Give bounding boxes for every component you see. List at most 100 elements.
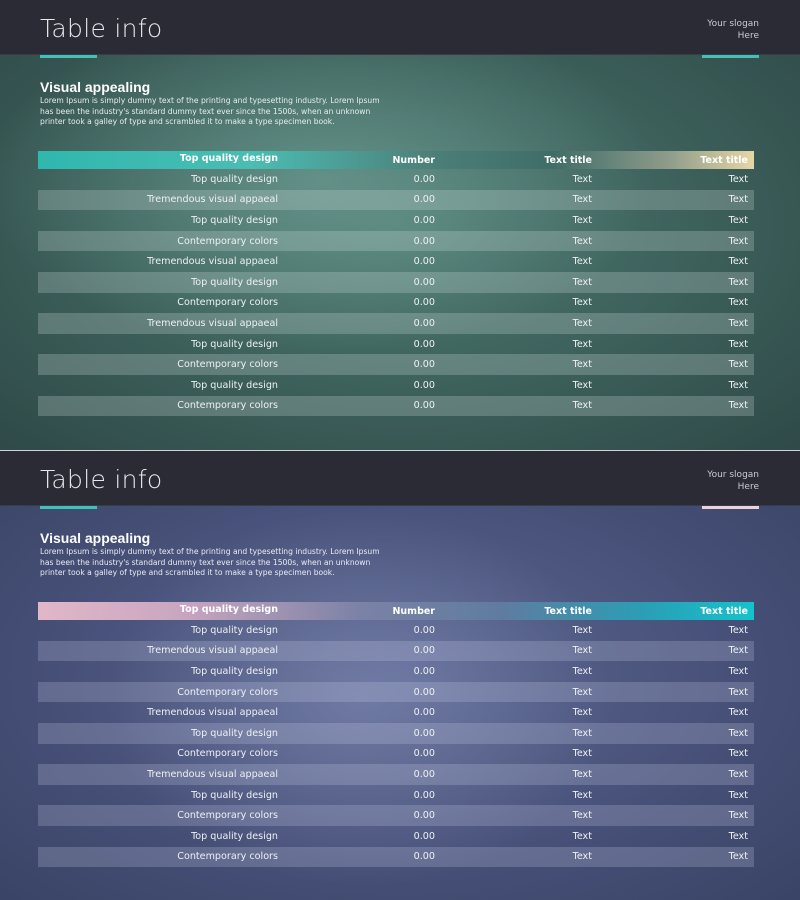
cell-text-1: Text <box>572 707 592 719</box>
table-row[interactable]: Top quality design 0.00 Text Text <box>38 210 754 231</box>
cell-text-2: Text <box>728 810 748 822</box>
table-row[interactable]: Top quality design 0.00 Text Text <box>38 271 754 293</box>
cell-text-1: Text <box>572 338 592 350</box>
cell-name: Tremendous visual appaeal <box>147 194 278 206</box>
cell-number: 0.00 <box>413 194 435 206</box>
table-row[interactable]: Contemporary colors 0.00 Text Text <box>38 395 754 417</box>
info-table: Top quality design Number Text title Tex… <box>38 602 754 868</box>
cell-name: Contemporary colors <box>177 359 278 371</box>
table-row[interactable]: Tremendous visual appaeal 0.00 Text Text <box>38 313 754 334</box>
cell-name: Contemporary colors <box>177 851 278 863</box>
table-row[interactable]: Top quality design 0.00 Text Text <box>38 169 754 190</box>
cell-text-2: Text <box>728 707 748 719</box>
table-row[interactable]: Contemporary colors 0.00 Text Text <box>38 293 754 314</box>
cell-name: Top quality design <box>191 665 278 677</box>
cell-text-2: Text <box>728 214 748 226</box>
cell-number: 0.00 <box>413 173 435 185</box>
column-header-1[interactable]: Top quality design <box>179 603 278 615</box>
cell-text-2: Text <box>728 276 748 288</box>
section-heading: Visual appealing <box>40 530 151 546</box>
column-header-text-title-2[interactable]: Text title <box>700 154 748 166</box>
cell-name: Tremendous visual appaeal <box>147 707 278 719</box>
cell-text-1: Text <box>572 194 592 206</box>
table-row[interactable]: Top quality design 0.00 Text Text <box>38 785 754 806</box>
cell-text-1: Text <box>572 214 592 226</box>
cell-text-2: Text <box>728 297 748 309</box>
table-row[interactable]: Top quality design 0.00 Text Text <box>38 375 754 396</box>
cell-text-2: Text <box>728 235 748 247</box>
cell-text-2: Text <box>728 338 748 350</box>
cell-text-1: Text <box>572 686 592 698</box>
column-header-text-title-2[interactable]: Text title <box>700 605 748 617</box>
panel-background <box>0 451 800 900</box>
cell-name: Top quality design <box>191 379 278 391</box>
cell-number: 0.00 <box>413 789 435 801</box>
cell-text-1: Text <box>572 624 592 636</box>
table-row[interactable]: Top quality design 0.00 Text Text <box>38 722 754 744</box>
cell-number: 0.00 <box>413 317 435 329</box>
slogan-accent-bar <box>702 55 759 58</box>
slogan: Your slogan Here <box>679 469 759 493</box>
table-row[interactable]: Top quality design 0.00 Text Text <box>38 334 754 355</box>
table-row[interactable]: Tremendous visual appaeal 0.00 Text Text <box>38 764 754 785</box>
cell-text-2: Text <box>728 665 748 677</box>
cell-name: Top quality design <box>191 338 278 350</box>
table-row[interactable]: Tremendous visual appaeal 0.00 Text Text <box>38 251 754 272</box>
cell-text-1: Text <box>572 768 592 780</box>
cell-name: Top quality design <box>191 830 278 842</box>
cell-name: Contemporary colors <box>177 686 278 698</box>
cell-number: 0.00 <box>413 297 435 309</box>
cell-number: 0.00 <box>413 686 435 698</box>
column-header-number[interactable]: Number <box>392 605 435 617</box>
slogan: Your slogan Here <box>679 18 759 42</box>
cell-text-1: Text <box>572 297 592 309</box>
cell-name: Contemporary colors <box>177 400 278 412</box>
cell-name: Top quality design <box>191 624 278 636</box>
header-bar: Table info Your slogan Here <box>0 0 800 55</box>
cell-text-1: Text <box>572 789 592 801</box>
cell-number: 0.00 <box>413 707 435 719</box>
table-panel-teal: Table info Your slogan Here Visual appea… <box>0 0 800 450</box>
table-row[interactable]: Tremendous visual appaeal 0.00 Text Text <box>38 702 754 723</box>
column-header-text-title-1[interactable]: Text title <box>544 605 592 617</box>
table-row[interactable]: Contemporary colors 0.00 Text Text <box>38 846 754 868</box>
cell-text-2: Text <box>728 173 748 185</box>
table-row[interactable]: Tremendous visual appaeal 0.00 Text Text <box>38 189 754 211</box>
cell-text-2: Text <box>728 317 748 329</box>
cell-text-1: Text <box>572 810 592 822</box>
table-row[interactable]: Contemporary colors 0.00 Text Text <box>38 744 754 765</box>
cell-text-1: Text <box>572 645 592 657</box>
cell-text-2: Text <box>728 727 748 739</box>
cell-name: Contemporary colors <box>177 810 278 822</box>
cell-name: Contemporary colors <box>177 297 278 309</box>
table-row[interactable]: Top quality design 0.00 Text Text <box>38 620 754 641</box>
table-body: Top quality design 0.00 Text Text Tremendous… <box>38 620 754 868</box>
table-row[interactable]: Top quality design 0.00 Text Text <box>38 826 754 847</box>
cell-number: 0.00 <box>413 810 435 822</box>
column-header-number[interactable]: Number <box>392 154 435 166</box>
panel-background <box>0 0 800 450</box>
table-row[interactable]: Contemporary colors 0.00 Text Text <box>38 354 754 375</box>
table-body: Top quality design 0.00 Text Text Tremendous… <box>38 169 754 417</box>
table-row[interactable]: Tremendous visual appaeal 0.00 Text Text <box>38 640 754 662</box>
slogan-line-2: Here <box>737 31 759 41</box>
section-description: Lorem Ipsum is simply dummy text of the … <box>40 96 380 126</box>
cell-name: Tremendous visual appaeal <box>147 256 278 268</box>
table-row[interactable]: Contemporary colors 0.00 Text Text <box>38 805 754 826</box>
cell-text-1: Text <box>572 276 592 288</box>
cell-text-2: Text <box>728 748 748 760</box>
cell-text-2: Text <box>728 194 748 206</box>
title-accent-bar <box>40 55 97 58</box>
cell-name: Top quality design <box>191 173 278 185</box>
cell-text-2: Text <box>728 400 748 412</box>
table-panel-blue: Table info Your slogan Here Visual appea… <box>0 450 800 900</box>
cell-name: Tremendous visual appaeal <box>147 768 278 780</box>
cell-text-2: Text <box>728 789 748 801</box>
column-header-1[interactable]: Top quality design <box>179 152 278 164</box>
cell-name: Top quality design <box>191 727 278 739</box>
table-row[interactable]: Contemporary colors 0.00 Text Text <box>38 681 754 703</box>
table-row[interactable]: Top quality design 0.00 Text Text <box>38 661 754 682</box>
column-header-text-title-1[interactable]: Text title <box>544 154 592 166</box>
table-row[interactable]: Contemporary colors 0.00 Text Text <box>38 230 754 252</box>
cell-name: Top quality design <box>191 276 278 288</box>
